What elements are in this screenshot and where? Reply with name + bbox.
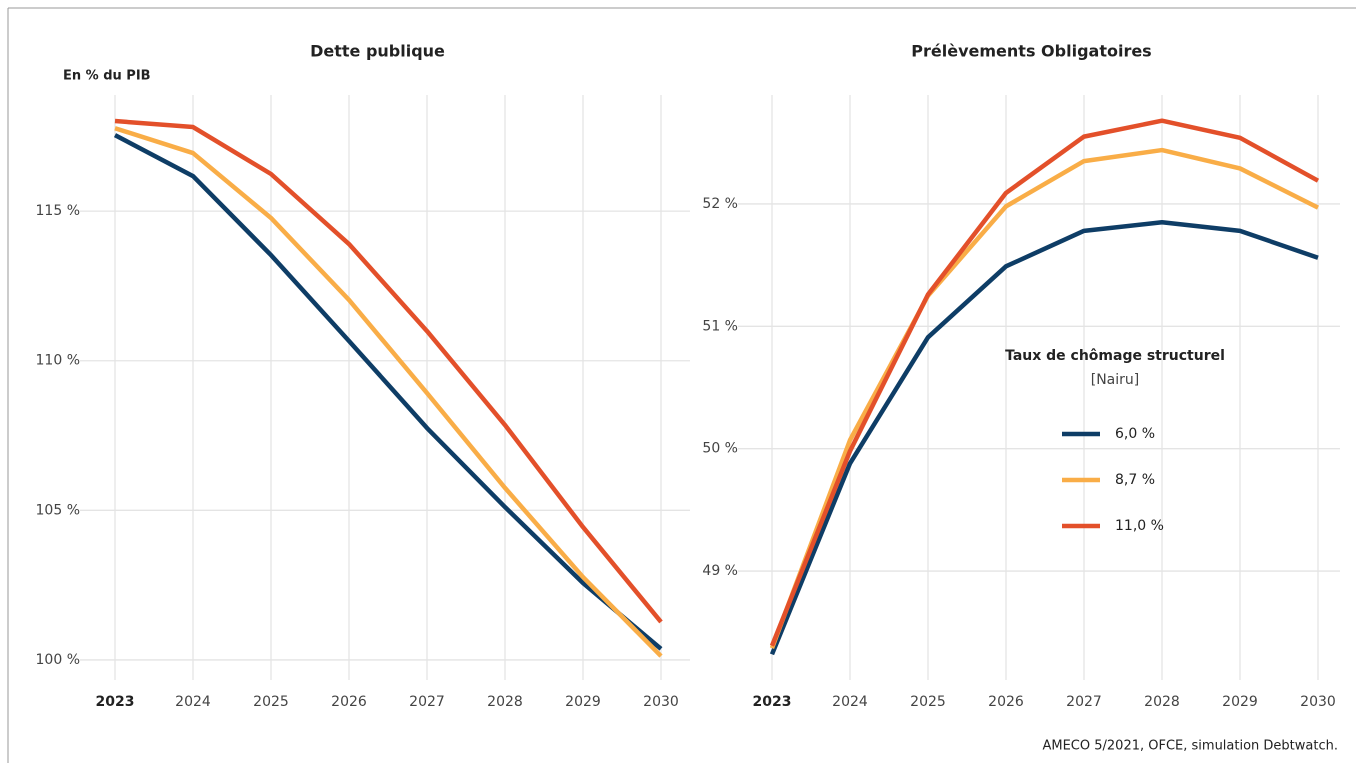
y-axis-label: En % du PIB bbox=[63, 69, 151, 84]
x-tick-label: 2025 bbox=[253, 694, 289, 710]
y-tick-label: 50 % bbox=[702, 441, 738, 457]
x-tick-label: 2023 bbox=[96, 694, 135, 710]
chart-title: Dette publique bbox=[310, 42, 445, 61]
series-line bbox=[769, 220, 1319, 656]
x-tick-label: 2023 bbox=[753, 694, 792, 710]
y-tick-label: 52 % bbox=[702, 196, 738, 212]
x-tick-label: 2024 bbox=[175, 694, 211, 710]
legend-label: 8,7 % bbox=[1115, 472, 1155, 488]
x-tick-label: 2029 bbox=[1222, 694, 1258, 710]
y-tick-label: 100 % bbox=[36, 652, 80, 668]
x-tick-label: 2025 bbox=[910, 694, 946, 710]
x-tick-label: 2026 bbox=[331, 694, 367, 710]
series-line bbox=[114, 126, 663, 658]
legend-label: 11,0 % bbox=[1115, 518, 1164, 534]
legend-title: Taux de chômage structurel bbox=[1005, 348, 1225, 364]
y-tick-label: 49 % bbox=[702, 563, 738, 579]
y-tick-label: 105 % bbox=[36, 502, 80, 518]
series-line bbox=[113, 133, 663, 651]
legend-label: 6,0 % bbox=[1115, 426, 1155, 442]
x-tick-label: 2030 bbox=[643, 694, 679, 710]
chart-title: Prélèvements Obligatoires bbox=[911, 42, 1151, 61]
x-tick-label: 2027 bbox=[409, 694, 445, 710]
x-tick-label: 2024 bbox=[832, 694, 868, 710]
x-tick-label: 2029 bbox=[565, 694, 601, 710]
y-tick-label: 115 % bbox=[36, 203, 80, 219]
x-tick-label: 2028 bbox=[487, 694, 523, 710]
series-line bbox=[114, 118, 663, 624]
series-line bbox=[769, 147, 1320, 649]
legend-subtitle: [Nairu] bbox=[1091, 372, 1140, 388]
x-tick-label: 2027 bbox=[1066, 694, 1102, 710]
x-tick-label: 2030 bbox=[1300, 694, 1336, 710]
x-tick-label: 2028 bbox=[1144, 694, 1180, 710]
source-note: AMECO 5/2021, OFCE, simulation Debtwatch… bbox=[1042, 739, 1338, 754]
y-tick-label: 51 % bbox=[702, 318, 738, 334]
y-tick-label: 110 % bbox=[36, 353, 80, 369]
series-line bbox=[769, 118, 1320, 647]
x-tick-label: 2026 bbox=[988, 694, 1024, 710]
